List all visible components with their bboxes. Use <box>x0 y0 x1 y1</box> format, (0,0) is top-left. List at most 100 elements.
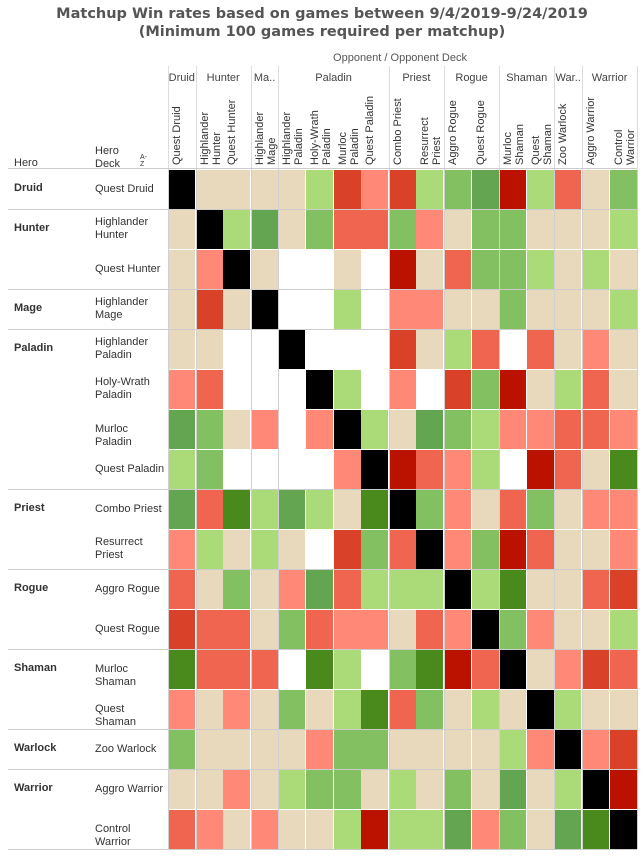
heatmap-cell <box>582 609 609 649</box>
row-deck-label: Aggro Warrior <box>95 783 164 795</box>
heatmap-cell <box>306 489 333 529</box>
heatmap-cell <box>388 529 416 569</box>
column-group-label: Priest <box>402 72 431 84</box>
heatmap-cell <box>195 169 223 209</box>
heatmap-cell <box>609 569 637 609</box>
heatmap-cell <box>361 369 389 409</box>
heatmap-cell <box>306 209 333 249</box>
column-group-label: Rogue <box>455 72 488 84</box>
heatmap-cell <box>195 729 223 769</box>
heatmap-cell <box>333 609 361 649</box>
row-hero-label: Shaman <box>14 662 57 674</box>
heatmap-cell <box>361 689 389 729</box>
heatmap-cell <box>195 769 223 809</box>
heatmap-cell <box>471 809 499 849</box>
heatmap-cell <box>223 249 251 289</box>
heatmap-cell <box>526 529 554 569</box>
row-deck-label: Resurrect Priest <box>95 536 143 561</box>
column-group-grid-line <box>554 169 556 849</box>
column-deck-label: Quest Shaman <box>529 124 554 165</box>
column-deck-label: Highlander Mage <box>253 111 278 165</box>
heatmap-cell <box>526 169 554 209</box>
heatmap-cell <box>444 769 471 809</box>
column-group-label: Paladin <box>315 72 352 84</box>
heatmap-cell <box>168 209 195 249</box>
heatmap-cell <box>333 529 361 569</box>
heatmap-cell <box>609 249 637 289</box>
heatmap-cell <box>582 649 609 689</box>
heatmap-cell <box>250 369 278 409</box>
heatmap-cell <box>250 449 278 489</box>
heatmap-cell <box>223 649 251 689</box>
column-group-divider <box>250 66 252 168</box>
row-deck-label: Zoo Warlock <box>95 743 157 755</box>
heatmap-cell <box>223 529 251 569</box>
heatmap-cell <box>416 329 444 369</box>
heatmap-cell <box>471 209 499 249</box>
heatmap-cell <box>526 489 554 529</box>
heatmap-cell <box>526 729 554 769</box>
heatmap-cell <box>609 169 637 209</box>
heatmap-cell <box>499 249 527 289</box>
heatmap-cell <box>471 769 499 809</box>
row-deck-label: Murloc Paladin <box>95 423 132 448</box>
heatmap-cell <box>388 489 416 529</box>
heatmap-cell <box>416 529 444 569</box>
column-deck-label: Highlander Paladin <box>281 111 306 165</box>
row-deck-label: Highlander Hunter <box>95 216 149 241</box>
header-divider <box>8 168 638 169</box>
heatmap-cell <box>278 169 306 209</box>
heatmap-cell <box>195 329 223 369</box>
heatmap-cell <box>388 329 416 369</box>
heatmap-cell <box>361 289 389 329</box>
heatmap-cell <box>444 209 471 249</box>
column-deck-label: Aggro Warrior <box>585 96 597 165</box>
heatmap-cell <box>333 169 361 209</box>
heatmap-cell <box>168 809 195 849</box>
heatmap-cell <box>471 529 499 569</box>
heatmap-cell <box>554 289 582 329</box>
chart-title: Matchup Win rates based on games between… <box>56 6 588 22</box>
heatmap-cell <box>250 289 278 329</box>
heatmap-cell <box>609 769 637 809</box>
heatmap-cell <box>306 649 333 689</box>
heatmap-cell <box>168 489 195 529</box>
heatmap-cell <box>223 609 251 649</box>
row-hero-label: Warrior <box>14 782 53 794</box>
row-deck-label: Aggro Rogue <box>95 583 160 595</box>
heatmap-cell <box>306 729 333 769</box>
heatmap-cell <box>444 649 471 689</box>
heatmap-cell <box>306 369 333 409</box>
heatmap-cell <box>388 689 416 729</box>
heatmap-cell <box>444 489 471 529</box>
heatmap-cell <box>582 289 609 329</box>
heatmap-cell <box>444 409 471 449</box>
heatmap-cell <box>361 609 389 649</box>
hero-deck-column-header: Hero Deck <box>95 145 121 170</box>
heatmap-cell <box>306 289 333 329</box>
heatmap-cell <box>306 529 333 569</box>
heatmap-cell <box>582 769 609 809</box>
heatmap-cell <box>306 409 333 449</box>
column-deck-label: Control Warrior <box>612 129 637 165</box>
heatmap-cell <box>250 329 278 369</box>
heatmap-cell <box>168 409 195 449</box>
heatmap-cell <box>582 489 609 529</box>
heatmap-cell <box>306 169 333 209</box>
heatmap-cell <box>333 729 361 769</box>
heatmap-cell <box>444 289 471 329</box>
column-group-label: Druid <box>168 72 195 84</box>
heatmap-cell <box>361 529 389 569</box>
row-hero-label: Priest <box>14 502 45 514</box>
heatmap-cell <box>471 609 499 649</box>
heatmap-cell <box>168 289 195 329</box>
heatmap-cell <box>444 249 471 289</box>
heatmap-cell <box>582 249 609 289</box>
heatmap-cell <box>278 689 306 729</box>
heatmap-cell <box>609 529 637 569</box>
heatmap-cell <box>471 369 499 409</box>
heatmap-cell <box>554 569 582 609</box>
sort-az-icon[interactable]: A-Z <box>140 154 147 168</box>
heatmap-cell <box>609 689 637 729</box>
heatmap-cell <box>388 209 416 249</box>
